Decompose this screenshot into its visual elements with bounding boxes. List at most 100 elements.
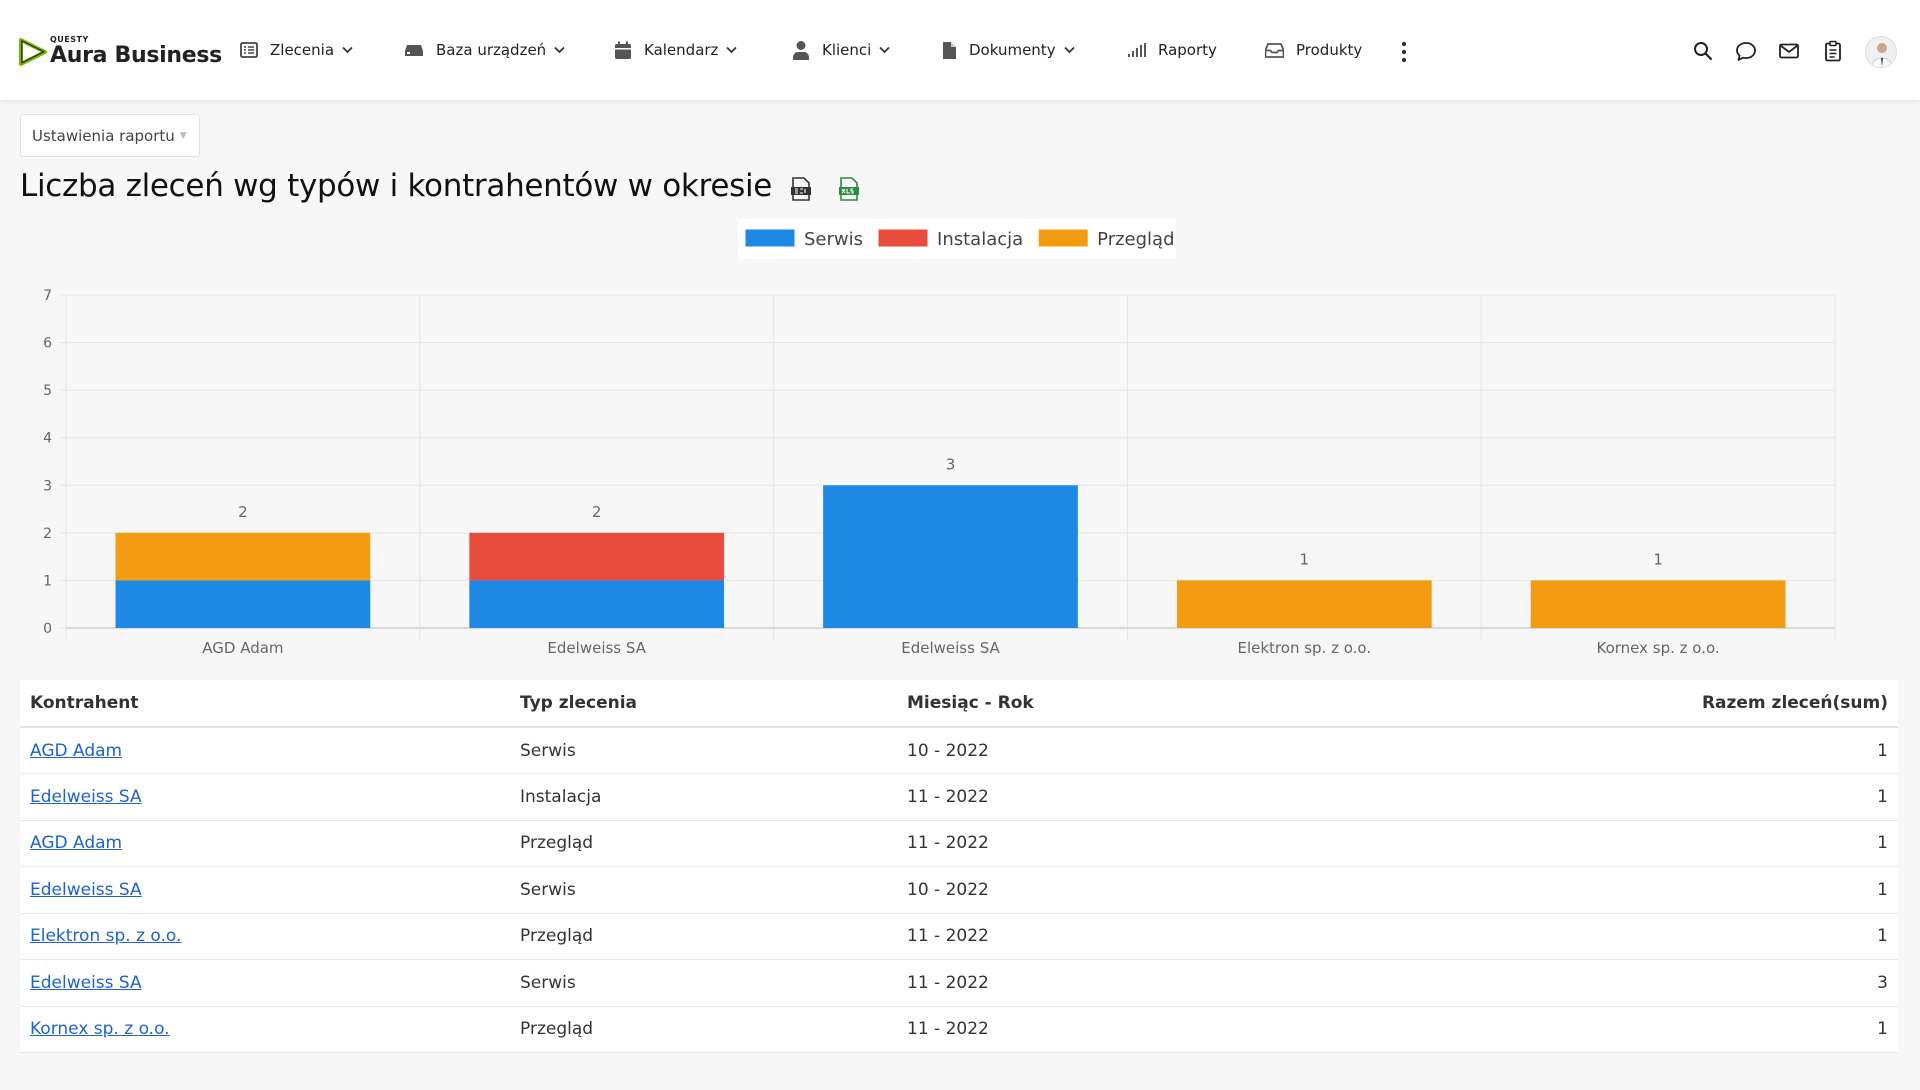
user-icon xyxy=(793,41,809,60)
nav-item-produkty[interactable]: Produkty xyxy=(1265,0,1362,100)
month-year-cell: 11 - 2022 xyxy=(897,773,1417,821)
brand-name: Aura Business xyxy=(50,43,222,68)
y-tick-label: 3 xyxy=(43,478,52,494)
table-row: Edelweiss SA Serwis 11 - 2022 3 xyxy=(20,959,1898,1007)
report-settings-label: Ustawienia raportu xyxy=(32,126,175,145)
y-tick-label: 7 xyxy=(43,288,52,304)
table-row: AGD Adam Przegląd 11 - 2022 1 xyxy=(20,820,1898,867)
bar-segment xyxy=(823,485,1078,628)
total-orders-cell: 1 xyxy=(1417,866,1898,914)
month-year-cell: 11 - 2022 xyxy=(897,1006,1417,1053)
x-tick-label: Kornex sp. z o.o. xyxy=(1597,639,1720,657)
table-header-row: Kontrahent Typ zlecenia Miesiąc - Rok Ra… xyxy=(20,680,1898,728)
csv-export-icon[interactable] xyxy=(790,177,812,201)
month-year-cell: 10 - 2022 xyxy=(897,866,1417,914)
search-icon[interactable] xyxy=(1692,40,1714,62)
bar-total-label: 1 xyxy=(1300,550,1310,568)
x-tick-label: AGD Adam xyxy=(202,639,283,657)
chevron-down-icon xyxy=(342,46,353,54)
month-year-cell: 10 - 2022 xyxy=(897,727,1417,774)
brand-logo[interactable]: QUESTY Aura Business xyxy=(18,33,222,73)
month-year-cell: 11 - 2022 xyxy=(897,959,1417,1007)
nav-label: Zlecenia xyxy=(270,41,335,59)
xls-export-icon[interactable] xyxy=(838,177,860,201)
table-row: Kornex sp. z o.o. Przegląd 11 - 2022 1 xyxy=(20,1006,1898,1053)
legend-label: Przegląd xyxy=(1097,229,1174,250)
order-type-cell: Przegląd xyxy=(510,913,897,960)
bar-segment xyxy=(469,532,725,581)
report-table: Kontrahent Typ zlecenia Miesiąc - Rok Ra… xyxy=(20,680,1898,1053)
contractor-link[interactable]: AGD Adam xyxy=(30,833,123,854)
table-row: Edelweiss SA Serwis 10 - 2022 1 xyxy=(20,866,1898,914)
mail-icon[interactable] xyxy=(1778,40,1800,62)
chevron-down-icon xyxy=(879,46,890,54)
bar-segment xyxy=(115,580,371,628)
nav-label: Klienci xyxy=(822,41,872,59)
nav-label: Dokumenty xyxy=(969,41,1056,59)
bar-total-label: 1 xyxy=(1653,550,1663,568)
chevron-down-icon xyxy=(554,46,565,54)
bar-segment xyxy=(469,580,725,628)
nav-label: Raporty xyxy=(1158,41,1217,59)
y-tick-label: 0 xyxy=(43,621,52,637)
contractor-link[interactable]: Edelweiss SA xyxy=(30,972,142,993)
y-tick-label: 6 xyxy=(43,336,52,352)
total-orders-cell: 1 xyxy=(1417,773,1898,821)
bar-total-label: 2 xyxy=(238,503,248,521)
report-table-container: Kontrahent Typ zlecenia Miesiąc - Rok Ra… xyxy=(20,680,1898,1053)
legend-swatch xyxy=(877,228,929,248)
column-header-razem-zlecen[interactable]: Razem zleceń(sum) xyxy=(1417,680,1898,728)
tray-icon xyxy=(1265,42,1284,58)
brand-sup-label: QUESTY xyxy=(50,35,89,44)
legend-swatch xyxy=(744,228,796,248)
total-orders-cell: 3 xyxy=(1417,959,1898,1007)
month-year-cell: 11 - 2022 xyxy=(897,820,1417,867)
column-header-kontrahent[interactable]: Kontrahent xyxy=(20,680,510,728)
avatar[interactable] xyxy=(1865,36,1897,68)
table-row: Elektron sp. z o.o. Przegląd 11 - 2022 1 xyxy=(20,913,1898,960)
nav-item-dokumenty[interactable]: Dokumenty xyxy=(942,0,1075,100)
order-type-cell: Przegląd xyxy=(510,1006,897,1053)
avatar-person-icon xyxy=(1871,43,1893,67)
column-header-typ-zlecenia[interactable]: Typ zlecenia xyxy=(510,680,897,728)
document-icon xyxy=(943,41,956,59)
more-vertical-icon[interactable] xyxy=(1398,40,1410,64)
nav-label: Produkty xyxy=(1296,41,1363,59)
total-orders-cell: 1 xyxy=(1417,727,1898,774)
contractor-link[interactable]: AGD Adam xyxy=(30,740,123,761)
contractor-link[interactable]: Edelweiss SA xyxy=(30,879,142,900)
chevron-down-icon xyxy=(726,46,738,54)
x-tick-label: Edelweiss SA xyxy=(901,639,1000,657)
report-settings-button[interactable]: Ustawienia raportu ▼ xyxy=(20,114,200,157)
orders-chart-svg: Serwis Instalacja Przegląd 0 1 2 3 4 5 6 7 2 AGD Ada… xyxy=(43,219,1836,657)
nav-label: Kalendarz xyxy=(644,41,719,59)
nav-item-kalendarz[interactable]: Kalendarz xyxy=(614,0,738,100)
signal-icon xyxy=(1128,43,1146,57)
clipboard-icon[interactable] xyxy=(1822,40,1844,62)
nav-item-zlecenia[interactable]: Zlecenia xyxy=(240,0,353,100)
total-orders-cell: 1 xyxy=(1417,1006,1898,1053)
contractor-link[interactable]: Kornex sp. z o.o. xyxy=(30,1019,170,1040)
bar-segment xyxy=(1176,580,1432,628)
table-row: AGD Adam Serwis 10 - 2022 1 xyxy=(20,727,1898,774)
y-tick-label: 4 xyxy=(43,431,52,447)
bar-total-label: 3 xyxy=(946,455,956,473)
chat-icon[interactable] xyxy=(1735,40,1757,62)
contractor-link[interactable]: Elektron sp. z o.o. xyxy=(30,926,182,947)
chart-legend xyxy=(738,219,1176,259)
contractor-link[interactable]: Edelweiss SA xyxy=(30,786,142,807)
month-year-cell: 11 - 2022 xyxy=(897,913,1417,960)
order-type-cell: Instalacja xyxy=(510,773,897,821)
device-icon xyxy=(405,45,423,56)
table-row: Edelweiss SA Instalacja 11 - 2022 1 xyxy=(20,773,1898,821)
top-navigation-bar: QUESTY Aura Business Zlecenia Baza urząd… xyxy=(0,0,1920,100)
nav-item-raporty[interactable]: Raporty xyxy=(1128,0,1217,100)
bar-segment xyxy=(115,532,371,581)
nav-item-baza-urzadzen[interactable]: Baza urządzeń xyxy=(404,0,565,100)
list-icon xyxy=(240,42,258,58)
nav-item-klienci[interactable]: Klienci xyxy=(792,0,890,100)
chevron-down-icon xyxy=(1063,46,1075,54)
column-header-miesiac-rok[interactable]: Miesiąc - Rok xyxy=(897,680,1417,728)
total-orders-cell: 1 xyxy=(1417,820,1898,867)
bar-total-label: 2 xyxy=(592,503,602,521)
